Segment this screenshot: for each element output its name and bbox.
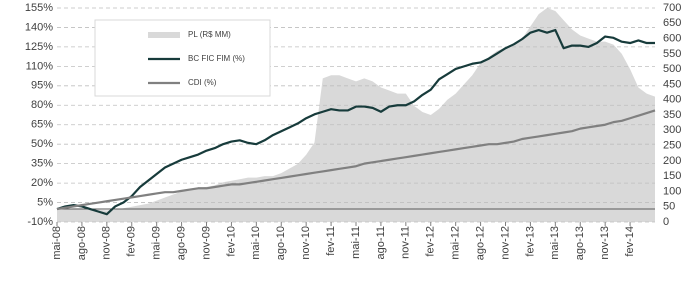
y2-tick-label: 250 [663,139,681,151]
x-tick-label: nov-09 [200,226,212,260]
x-tick-label: ago-08 [76,226,88,260]
x-tick-label: ago-12 [474,226,486,260]
legend-label: CDI (%) [188,78,217,87]
legend-label: PL (R$ MM) [188,30,231,39]
y-tick-label: 140% [25,21,53,33]
line [56,28,655,216]
y-tick-label: 155% [25,2,53,14]
y2-tick-label: 600 [663,32,681,44]
x-tick-label: fev-11 [325,226,337,256]
x-tick-label: mai-10 [250,226,262,260]
y2-tick-label: 450 [663,78,681,90]
y2-tick-label: 350 [663,109,681,121]
x-tick-label: fev-14 [624,226,636,257]
y2-tick-label: 50 [663,201,675,213]
y-tick-label: -10% [27,216,53,228]
x-tick-label: nov-08 [101,226,113,260]
y-tick-label: 65% [31,119,53,131]
y-tick-label: 125% [25,41,53,53]
y2-tick-label: 400 [663,94,681,106]
y2-tick-label: 700 [663,2,681,14]
y-tick-label: 110% [26,60,54,72]
y2-tick-label: 0 [663,216,669,228]
x-tick-label: ago-09 [175,226,187,260]
x-tick-label: fev-10 [225,226,237,257]
y2-tick-label: 100 [663,185,681,197]
y-tick-label: 35% [31,158,53,170]
y-tick-label: 20% [31,177,53,189]
legend-box [94,19,271,97]
x-tick-label: ago-13 [574,226,586,260]
x-tick-label: mai-12 [450,226,462,260]
y2-tick-label: 300 [663,124,681,136]
y2-tick-label: 650 [663,17,681,29]
x-tick-label: mai-08 [51,226,63,260]
line [56,109,656,211]
y2-tick-label: 550 [663,48,681,60]
y-tick-label: 95% [31,80,53,92]
x-tick-label: fev-12 [425,226,437,257]
x-tick-label: mai-11 [350,226,362,259]
y-tick-label: 80% [31,99,53,111]
x-tick-label: ago-11 [375,226,387,259]
area [57,8,655,222]
y2-tick-label: 150 [663,170,681,182]
y-tick-label: 50% [31,138,53,150]
x-tick-label: ago-10 [275,226,287,260]
x-tick-label: nov-13 [599,226,611,260]
y2-tick-label: 200 [663,155,681,167]
x-tick-label: nov-10 [300,226,312,260]
x-tick-label: mai-13 [549,226,561,260]
y2-tick-label: 500 [663,63,681,75]
x-tick-label: fev-09 [126,226,138,257]
x-tick-label: nov-11 [400,226,412,259]
y-tick-label: 5% [37,196,53,208]
x-tick-label: fev-13 [524,226,536,257]
legend-label: BC FIC FIM (%) [188,54,245,63]
x-tick-label: mai-09 [151,226,163,260]
x-tick-label: nov-12 [499,226,511,260]
